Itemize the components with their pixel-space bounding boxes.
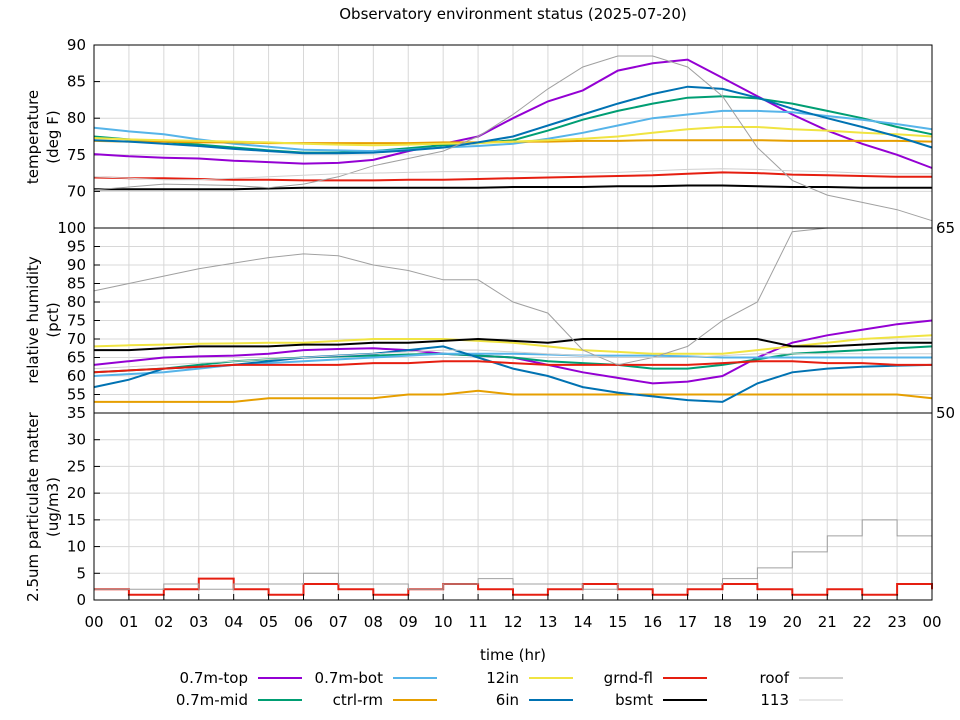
y-tick-label: 85 (67, 275, 86, 293)
y-tick-label: 95 (67, 238, 86, 256)
series-line-roof (93, 227, 932, 366)
y-tick-label: 20 (67, 484, 86, 502)
y-tick-label: 50 (936, 404, 955, 422)
y-tick-label: 5 (76, 564, 86, 582)
y-tick-label: 90 (67, 256, 86, 274)
x-tick-label: 04 (224, 613, 243, 631)
legend-label-bsmt: bsmt (615, 691, 653, 709)
series-line-113 (93, 349, 932, 370)
legend-label-12in: 12in (486, 669, 519, 687)
x-tick-label: 00 (84, 613, 103, 631)
x-tick-label: 11 (469, 613, 488, 631)
legend-label-grnd-fl: grnd-fl (604, 669, 653, 687)
x-tick-label: 08 (364, 613, 383, 631)
x-tick-label: 02 (154, 613, 173, 631)
x-tick-label: 23 (888, 613, 907, 631)
y-axis-label-units: (deg F) (44, 110, 62, 163)
series-line-12in (93, 126, 933, 147)
y-tick-label: 70 (67, 330, 86, 348)
x-tick-label: 16 (643, 613, 662, 631)
y-tick-label: 25 (67, 457, 86, 475)
series-line-0.7m-mid (93, 95, 933, 154)
legend-label-113: 113 (760, 691, 789, 709)
x-tick-label: 10 (434, 613, 453, 631)
series-line-6in (93, 85, 933, 155)
x-tick-label: 19 (748, 613, 767, 631)
series-line-roof (93, 55, 933, 222)
y-tick-label: 15 (67, 511, 86, 529)
series-line-bsmt (94, 337, 932, 352)
y-tick-label: 60 (67, 367, 86, 385)
y-tick-label: 90 (67, 36, 86, 54)
y-axis-label-units: (ug/m3) (44, 477, 62, 537)
y-tick-label: 10 (67, 538, 86, 556)
legend-label-ctrl-rm: ctrl-rm (333, 691, 383, 709)
series-line-bsmt (94, 184, 932, 191)
y-tick-label: 70 (67, 182, 86, 200)
y-tick-label: 85 (67, 73, 86, 91)
x-tick-label: 12 (503, 613, 522, 631)
x-tick-label: 15 (608, 613, 627, 631)
series-line-grnd-fl (93, 171, 932, 182)
x-tick-label: 07 (329, 613, 348, 631)
y-tick-label: 30 (67, 431, 86, 449)
y-tick-label: 65 (67, 349, 86, 367)
x-tick-label: 17 (678, 613, 697, 631)
x-tick-label: 21 (818, 613, 837, 631)
series-line-113 (93, 168, 932, 181)
x-tick-label: 22 (853, 613, 872, 631)
x-tick-label: 13 (538, 613, 557, 631)
legend-label-0.7m-top: 0.7m-top (180, 669, 248, 687)
chart-title: Observatory environment status (2025-07-… (339, 5, 687, 23)
x-tick-label: 18 (713, 613, 732, 631)
x-tick-label: 14 (573, 613, 592, 631)
y-tick-label: 55 (67, 386, 86, 404)
series-line-0.7m-bot (93, 109, 933, 153)
x-tick-label: 20 (783, 613, 802, 631)
series-line-grnd-fl (93, 360, 932, 374)
legend-label-0.7m-mid: 0.7m-mid (176, 691, 248, 709)
x-tick-label: 05 (259, 613, 278, 631)
legend-label-0.7m-bot: 0.7m-bot (315, 669, 384, 687)
y-tick-label: 35 (67, 404, 86, 422)
y-tick-label: 100 (57, 219, 86, 237)
y-tick-label: 75 (67, 146, 86, 164)
x-tick-label: 03 (189, 613, 208, 631)
y-axis-label-units: (pct) (44, 302, 62, 337)
y-axis-label: 2.5um particulate matter (24, 411, 42, 601)
series-line-ctrl-rm (94, 389, 933, 403)
x-axis-label: time (hr) (480, 646, 546, 664)
y-tick-label: 75 (67, 312, 86, 330)
y-axis-label: relative humidity (24, 256, 42, 384)
legend-label-roof: roof (760, 669, 790, 687)
legend-label-6in: 6in (496, 691, 519, 709)
x-tick-label: 06 (294, 613, 313, 631)
y-tick-label: 65 (936, 219, 955, 237)
x-tick-label: 01 (119, 613, 138, 631)
x-tick-label: 00 (922, 613, 941, 631)
x-tick-label: 09 (399, 613, 418, 631)
y-axis-label: temperature (24, 90, 42, 184)
y-tick-label: 80 (67, 109, 86, 127)
y-tick-label: 0 (76, 591, 86, 609)
y-tick-label: 80 (67, 293, 86, 311)
series-line-0.7m-top (93, 58, 933, 169)
series-line-roof (94, 519, 933, 590)
